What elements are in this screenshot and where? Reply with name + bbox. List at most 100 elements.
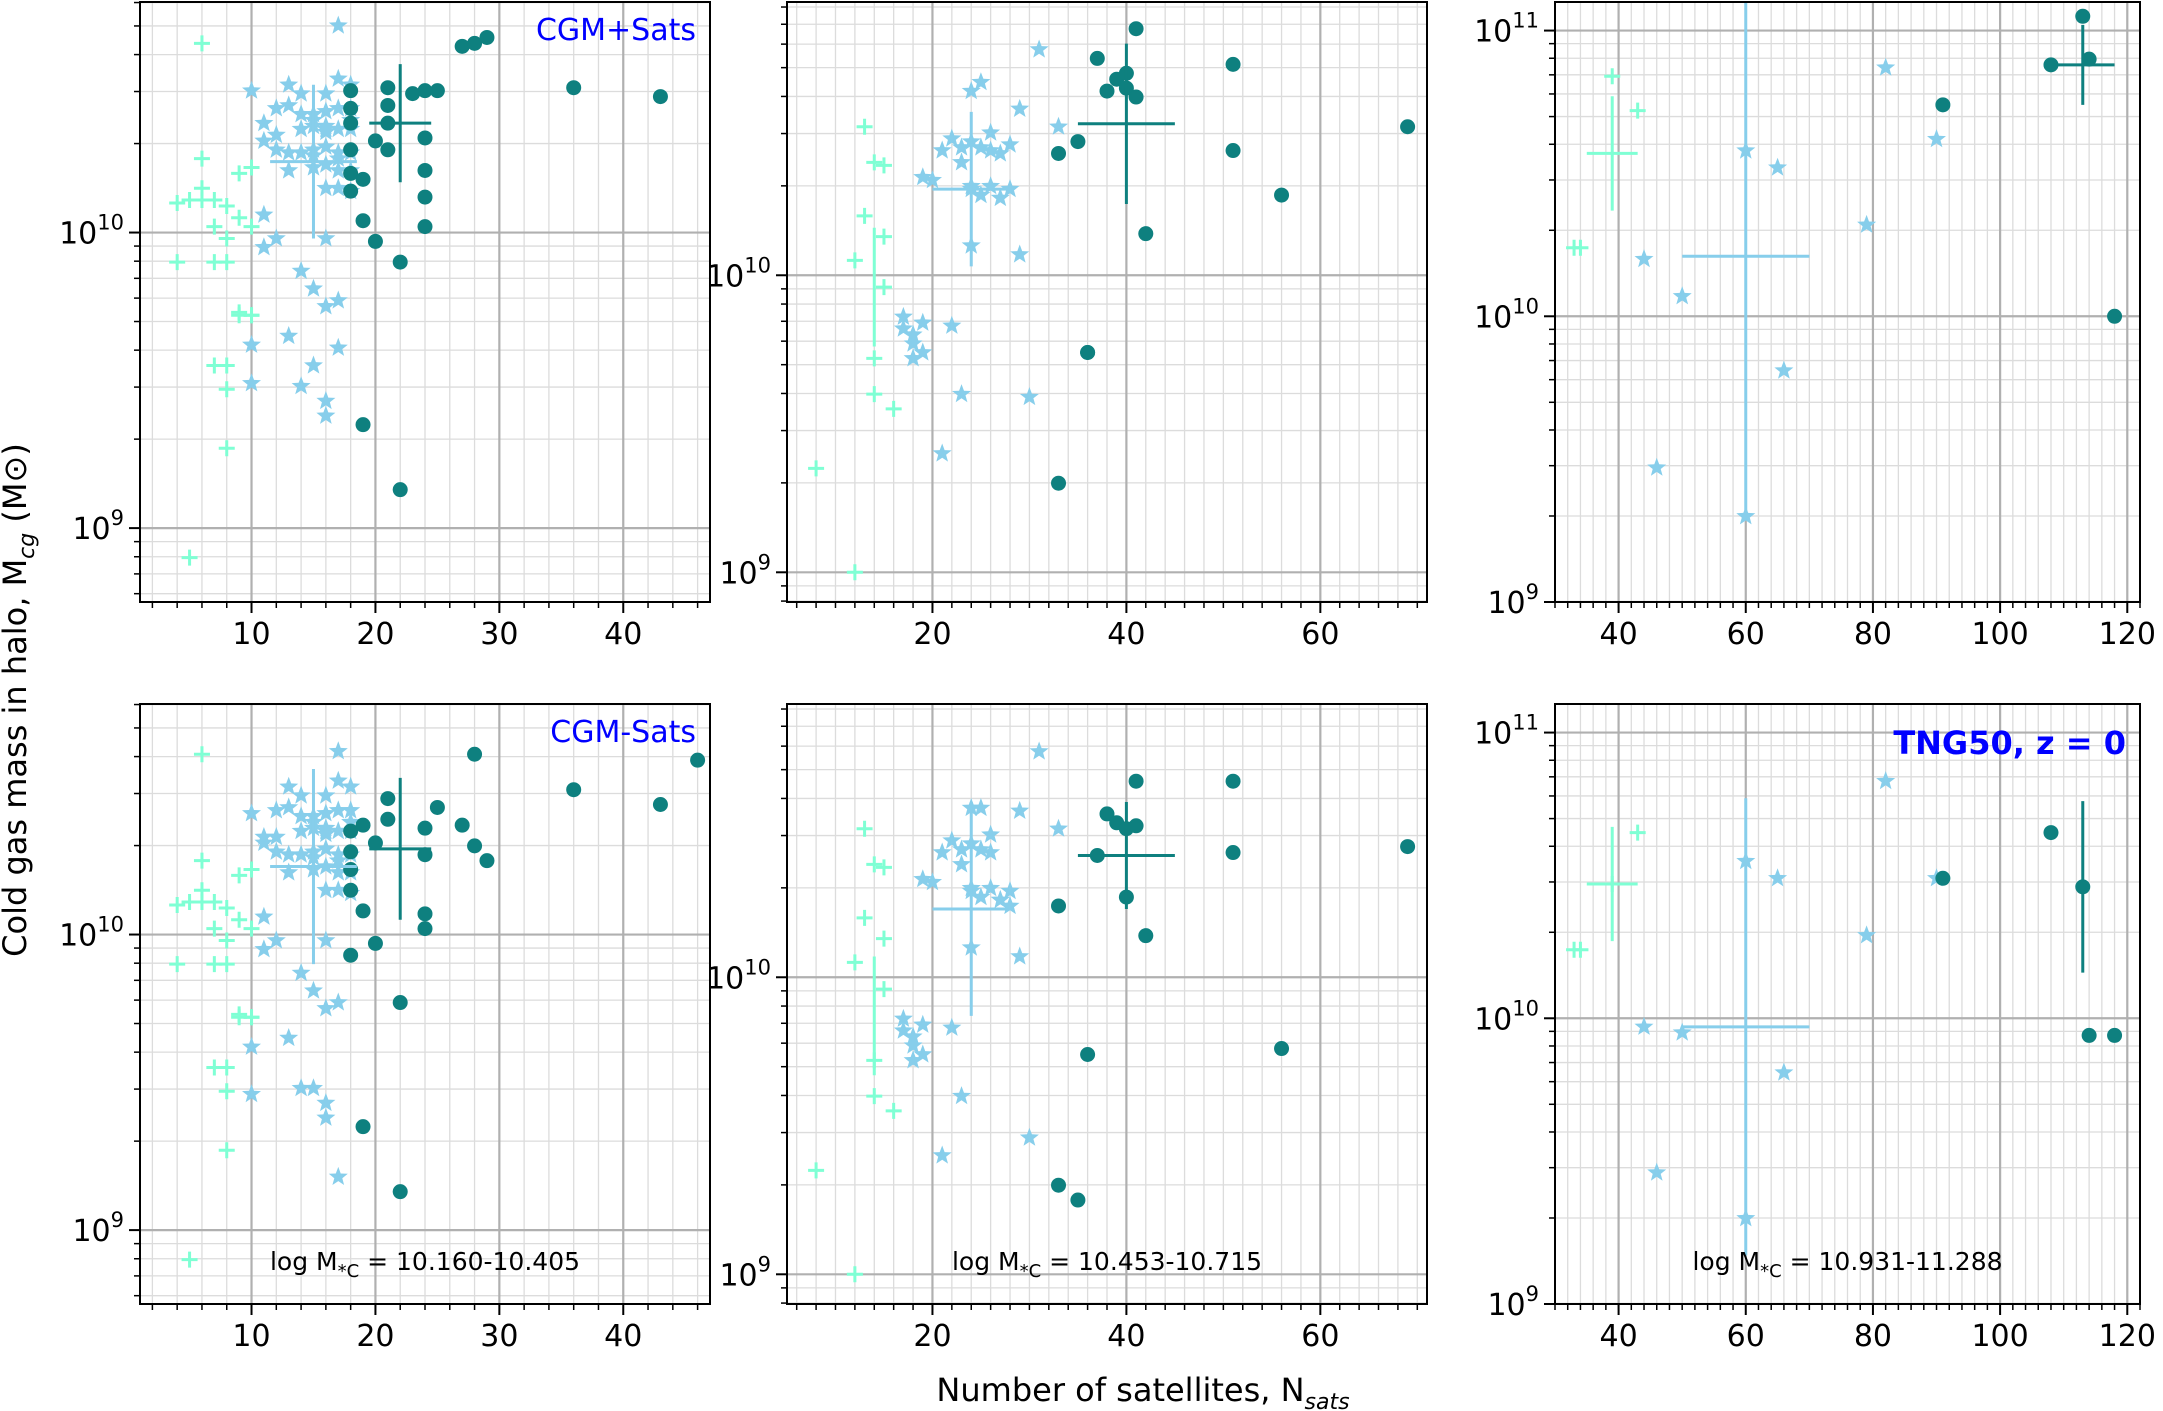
data-point-plus [218, 230, 235, 247]
x-ticks: 20 40 60 [795, 602, 1419, 652]
panels: 10 20 30 40 109 1010 CGM+Sats 20 40 60 109 1010 40 60… [59, 1, 2156, 1354]
data-point-plus [193, 192, 210, 209]
data-point-plus [866, 350, 883, 367]
y-tick-label: 1010 [706, 253, 771, 294]
data-point-circle [392, 1184, 408, 1200]
data-point-star [316, 296, 336, 315]
data-point-star [1736, 506, 1756, 525]
x-tick-label: 60 [1301, 1319, 1339, 1354]
x-ticks: 40 60 80 100 120 [1554, 1304, 2156, 1354]
data-point-plus [169, 956, 186, 973]
data-point-star [316, 785, 336, 804]
data-point-plus [243, 861, 260, 878]
data-point-plus [866, 386, 883, 403]
data-point-star [316, 824, 336, 843]
mean-errorbar-sky [270, 769, 357, 965]
data-point-circle [417, 219, 433, 235]
data-point-circle [1080, 344, 1096, 360]
x-tick-label: 20 [913, 617, 951, 652]
panel-top-left: 10 20 30 40 109 1010 CGM+Sats [59, 1, 711, 652]
data-point-circle [343, 100, 359, 116]
data-point-star [266, 125, 286, 144]
data-point-plus [846, 564, 863, 581]
y-tick-label: 1010 [1474, 294, 1539, 335]
data-point-circle [1225, 56, 1241, 72]
data-point-plus [243, 159, 260, 176]
data-point-circle [1274, 187, 1290, 203]
data-point-plus [193, 150, 210, 167]
mean-errorbar-teal [369, 64, 432, 183]
data-point-plus [218, 381, 235, 398]
x-tick-label: 100 [1971, 617, 2028, 652]
data-point-star [961, 81, 981, 100]
data-point-star [279, 74, 299, 93]
data-point-circle [652, 89, 668, 105]
data-point-plus [218, 1083, 235, 1100]
data-point-circle [479, 29, 495, 45]
data-point-plus [218, 1142, 235, 1159]
data-point-circle [2107, 308, 2123, 324]
data-point-circle [652, 796, 668, 812]
data-point-plus [231, 867, 248, 884]
data-point-star [279, 797, 299, 816]
data-point-star [981, 878, 1001, 897]
data-point-star [942, 315, 962, 334]
data-point-star [1019, 1127, 1039, 1146]
data-point-star [1857, 925, 1877, 944]
data-point-plus [218, 899, 235, 916]
x-tick-label: 80 [1854, 1319, 1892, 1354]
y-ticks: 109 1010 [706, 708, 787, 1304]
y-ticks: 109 1010 1011 [1474, 711, 1555, 1323]
data-point-plus [875, 228, 892, 245]
data-point-star [1029, 741, 1049, 760]
data-point-star [316, 1107, 336, 1126]
data-point-star [1000, 896, 1020, 915]
data-point-circle [1225, 143, 1241, 159]
data-point-star [903, 348, 923, 367]
data-point-star [304, 278, 323, 297]
x-tick-label: 40 [1599, 1319, 1637, 1354]
data-point-star [291, 104, 311, 123]
data-point-star [316, 154, 336, 173]
data-point-star [1010, 946, 1030, 965]
data-point-star [254, 939, 274, 958]
x-tick-label: 60 [1727, 1319, 1765, 1354]
data-point-star [254, 827, 274, 846]
data-point-star [316, 83, 336, 102]
data-point-star [990, 890, 1010, 909]
data-point-star [893, 1020, 913, 1039]
data-point-star [1672, 286, 1692, 305]
data-point-circle [355, 171, 371, 187]
data-point-plus [866, 856, 883, 873]
data-point-circle [343, 823, 359, 839]
mean-errorbar-teal [2075, 801, 2090, 973]
data-point-star [971, 839, 991, 858]
data-point-star [316, 405, 336, 424]
y-tick-label: 109 [1487, 1282, 1539, 1323]
data-point-circle [1400, 839, 1416, 855]
data-point-circle [355, 417, 371, 433]
data-point-star [279, 326, 299, 345]
data-point-star [952, 1086, 972, 1105]
data-point-circle [367, 835, 383, 851]
data-point-circle [343, 83, 359, 99]
data-point-star [328, 850, 348, 869]
data-point-circle [417, 847, 433, 863]
grid [787, 2, 1427, 602]
data-point-plus [243, 218, 260, 235]
data-point-star [242, 1084, 261, 1103]
data-point-star [922, 872, 942, 891]
data-point-star [279, 95, 299, 114]
x-tick-label: 40 [1107, 617, 1145, 652]
data-point-plus [885, 400, 902, 417]
data-point-plus [846, 954, 863, 971]
x-tick-label: 10 [232, 1319, 270, 1354]
data-point-plus [218, 956, 235, 973]
data-point-star [913, 167, 933, 186]
data-point-star [242, 803, 261, 822]
data-point-star [341, 800, 361, 819]
panel-bottom-left: 10 20 30 40 109 1010 CGM-Sats log M*C = 10.160-… [59, 703, 711, 1354]
data-point-circle [1935, 97, 1951, 113]
data-point-star [316, 391, 336, 410]
data-point-star [328, 15, 348, 34]
